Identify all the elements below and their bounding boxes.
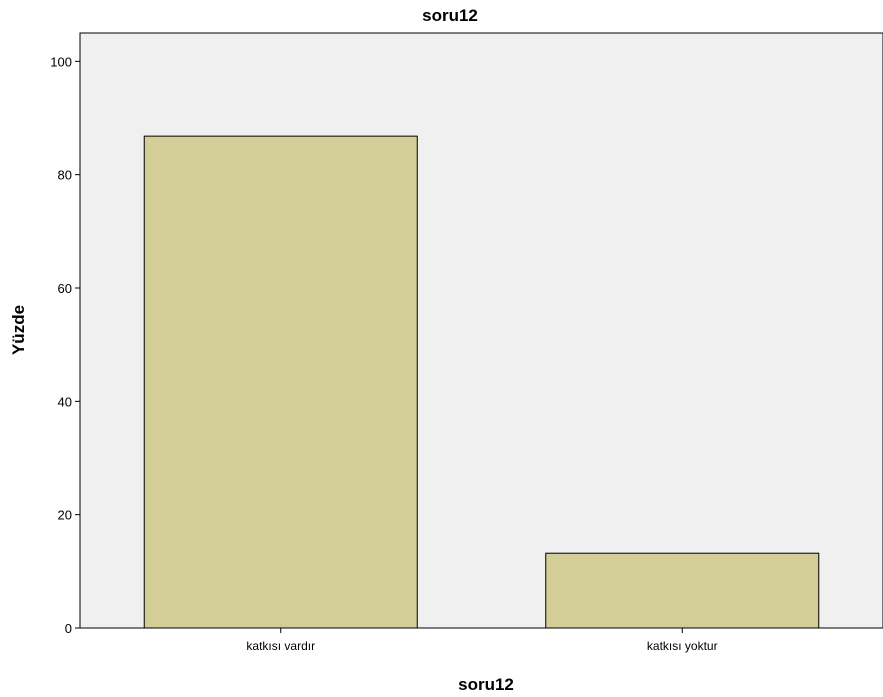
x-axis-title: soru12 <box>458 675 514 694</box>
bar <box>545 552 820 629</box>
bar <box>143 135 418 629</box>
y-tick-label: 80 <box>58 168 72 183</box>
y-tick-label: 0 <box>65 621 72 636</box>
x-tick-label: katkısı vardır <box>246 639 315 653</box>
x-axis: katkısı vardır katkısı yoktur <box>246 628 718 653</box>
y-tick-label: 40 <box>58 394 72 409</box>
y-tick-label: 60 <box>58 281 72 296</box>
y-tick-label: 20 <box>58 508 72 523</box>
y-tick-label: 100 <box>50 54 72 69</box>
y-axis-title: Yüzde <box>9 305 28 355</box>
y-axis: 0 20 40 60 80 100 <box>50 54 80 636</box>
chart-title: soru12 <box>422 6 478 25</box>
x-tick-label: katkısı yoktur <box>647 639 718 653</box>
